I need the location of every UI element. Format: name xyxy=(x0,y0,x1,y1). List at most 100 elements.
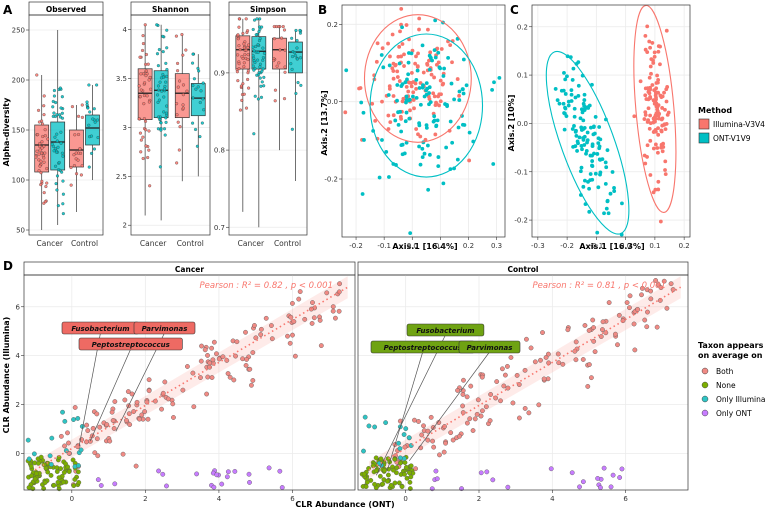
jitter-point xyxy=(85,100,89,104)
facet-frame xyxy=(130,14,211,236)
jitter-point xyxy=(160,89,164,93)
sample-point xyxy=(433,132,438,137)
jitter-point xyxy=(45,181,49,185)
taxon-point xyxy=(224,358,230,363)
sample-point xyxy=(436,94,441,99)
sample-point xyxy=(563,92,568,96)
x-tick-label: 0.3 xyxy=(491,242,502,250)
taxon-point xyxy=(250,378,256,383)
taxon-point xyxy=(225,371,231,376)
taxon-point xyxy=(243,329,248,335)
sample-point xyxy=(588,172,593,176)
jitter-point xyxy=(96,135,100,140)
jitter-point xyxy=(293,51,297,55)
jitter-point xyxy=(86,106,90,110)
sample-point xyxy=(643,161,648,166)
jitter-point xyxy=(146,62,150,66)
jitter-point xyxy=(162,87,167,91)
taxon-point xyxy=(494,379,500,384)
taxon-label-box xyxy=(458,340,521,354)
jitter-point xyxy=(181,93,185,97)
sample-point xyxy=(398,109,402,114)
sample-point xyxy=(647,126,652,131)
jitter-point xyxy=(156,127,160,131)
taxon-point xyxy=(577,484,582,490)
sample-point xyxy=(654,101,659,106)
taxon-point xyxy=(382,467,387,473)
jitter-point xyxy=(283,65,287,69)
jitter-point xyxy=(260,25,264,29)
taxon-point xyxy=(240,356,245,362)
sample-point xyxy=(646,118,651,123)
taxon-point xyxy=(540,330,545,335)
sample-point xyxy=(436,155,441,159)
sample-point xyxy=(457,89,462,94)
jitter-point xyxy=(165,67,169,72)
sample-point xyxy=(400,142,405,147)
plot-background xyxy=(342,5,505,237)
taxon-point xyxy=(479,374,485,380)
taxon-point xyxy=(615,342,620,348)
sample-point xyxy=(659,145,664,150)
taxon-point xyxy=(472,416,478,422)
taxon-point xyxy=(269,336,275,342)
taxon-point xyxy=(62,443,67,449)
sample-point xyxy=(660,116,665,121)
facet-title: Shannon xyxy=(152,5,189,14)
taxon-point xyxy=(333,315,338,321)
jitter-point xyxy=(87,83,91,87)
taxon-point xyxy=(441,449,447,455)
jitter-point xyxy=(276,25,281,29)
jitter-point xyxy=(42,156,46,160)
taxon-point xyxy=(402,460,408,465)
jitter-point xyxy=(70,105,74,109)
sample-point xyxy=(386,41,390,46)
jitter-point xyxy=(252,68,256,72)
jitter-point xyxy=(161,50,165,54)
sample-point xyxy=(399,117,403,121)
taxon-point xyxy=(601,465,607,471)
sample-point xyxy=(399,54,404,59)
facet-title: Simpson xyxy=(250,5,286,14)
sample-point xyxy=(654,81,659,85)
label-leader-line xyxy=(376,334,446,476)
sample-point xyxy=(448,119,453,124)
jitter-point xyxy=(282,97,287,101)
sample-point xyxy=(404,94,409,99)
sample-point xyxy=(438,99,443,104)
taxon-point xyxy=(28,463,34,469)
sample-point xyxy=(648,173,653,177)
taxon-point xyxy=(78,447,84,453)
sample-point xyxy=(343,110,348,115)
taxon-point xyxy=(207,360,213,366)
jitter-point xyxy=(242,46,246,50)
taxon-point xyxy=(92,450,98,456)
taxon-point xyxy=(277,468,283,474)
sample-point xyxy=(658,62,662,67)
jitter-point xyxy=(146,155,150,160)
y-tick-label: 0 xyxy=(16,450,20,458)
sample-point xyxy=(585,138,590,143)
jitter-point xyxy=(90,151,94,155)
taxon-point xyxy=(419,432,425,438)
jitter-point xyxy=(289,62,293,66)
jitter-point xyxy=(247,86,251,90)
sample-point xyxy=(596,141,601,145)
jitter-point xyxy=(56,145,60,149)
jitter-point xyxy=(252,49,256,53)
taxon-point xyxy=(460,403,466,409)
jitter-point xyxy=(147,148,151,152)
jitter-point xyxy=(283,48,287,52)
taxon-point xyxy=(209,375,215,380)
y-tick-label: 200 xyxy=(12,77,25,85)
sample-point xyxy=(411,80,416,84)
jitter-point xyxy=(138,131,142,135)
taxon-point xyxy=(431,444,437,450)
sample-point xyxy=(446,39,450,44)
taxon-point xyxy=(190,370,196,376)
taxon-point xyxy=(437,452,442,458)
sample-point xyxy=(581,118,586,123)
taxon-point xyxy=(162,379,168,385)
sample-point xyxy=(648,121,653,126)
legend-key-none xyxy=(701,381,709,389)
